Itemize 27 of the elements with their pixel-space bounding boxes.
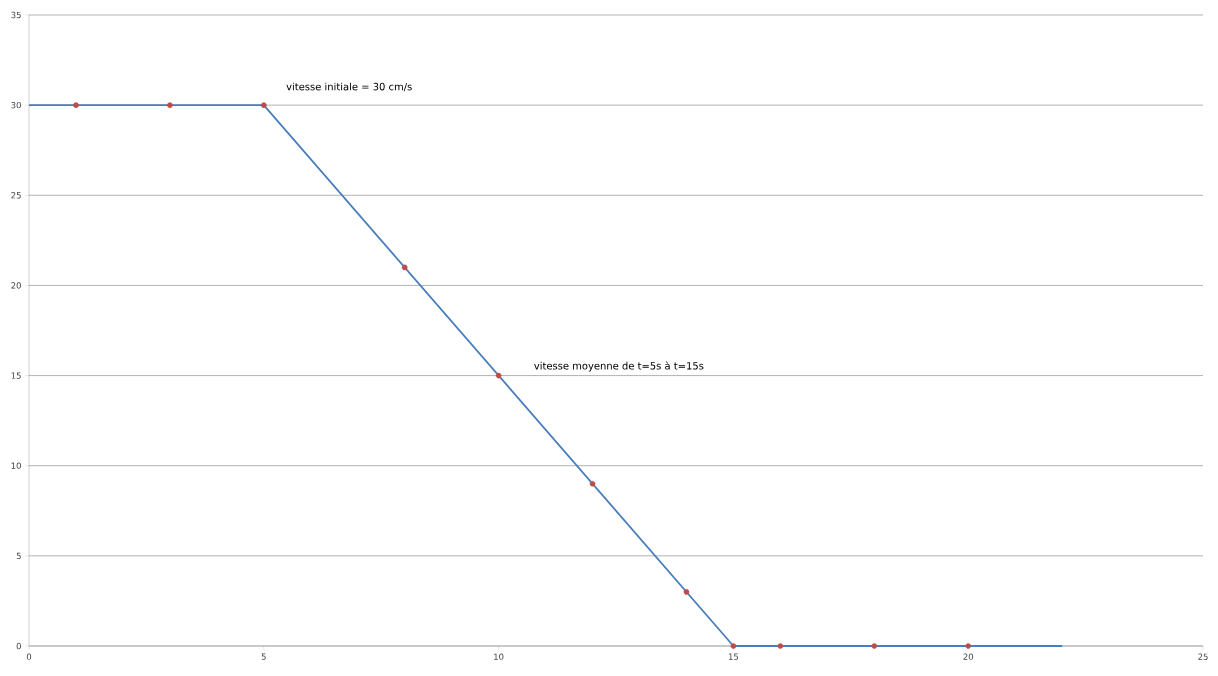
point (777, 643, 784, 649)
point (495, 372, 502, 379)
y-tick-label: 0 (16, 642, 21, 650)
point (261, 102, 267, 108)
point (73, 102, 79, 108)
x-tick-label: 10 (494, 653, 504, 660)
x-tick-label: 5 (261, 653, 266, 660)
x-tick-label: 20 (963, 653, 974, 660)
point (871, 643, 878, 649)
point (683, 589, 690, 595)
point (965, 643, 972, 649)
annotation: vitesse initiale = 30 cm/s (286, 82, 412, 92)
y-tick-label: 35 (11, 11, 21, 19)
annotation: vitesse moyenne de t=5s à t=15s (534, 361, 704, 372)
y-tick-label: 15 (11, 372, 21, 379)
y-tick-label: 25 (11, 192, 21, 199)
point (401, 264, 408, 271)
x-tick-label: 25 (1198, 653, 1208, 660)
y-tick-label: 10 (11, 462, 21, 469)
point (589, 480, 596, 487)
y-tick-label: 5 (16, 552, 21, 560)
point (167, 102, 173, 108)
y-tick-label: 30 (11, 101, 21, 109)
x-tick-label: 0 (26, 653, 32, 660)
y-tick-label: 20 (11, 282, 21, 289)
point (730, 643, 737, 649)
x-tick-label: 15 (728, 653, 739, 660)
